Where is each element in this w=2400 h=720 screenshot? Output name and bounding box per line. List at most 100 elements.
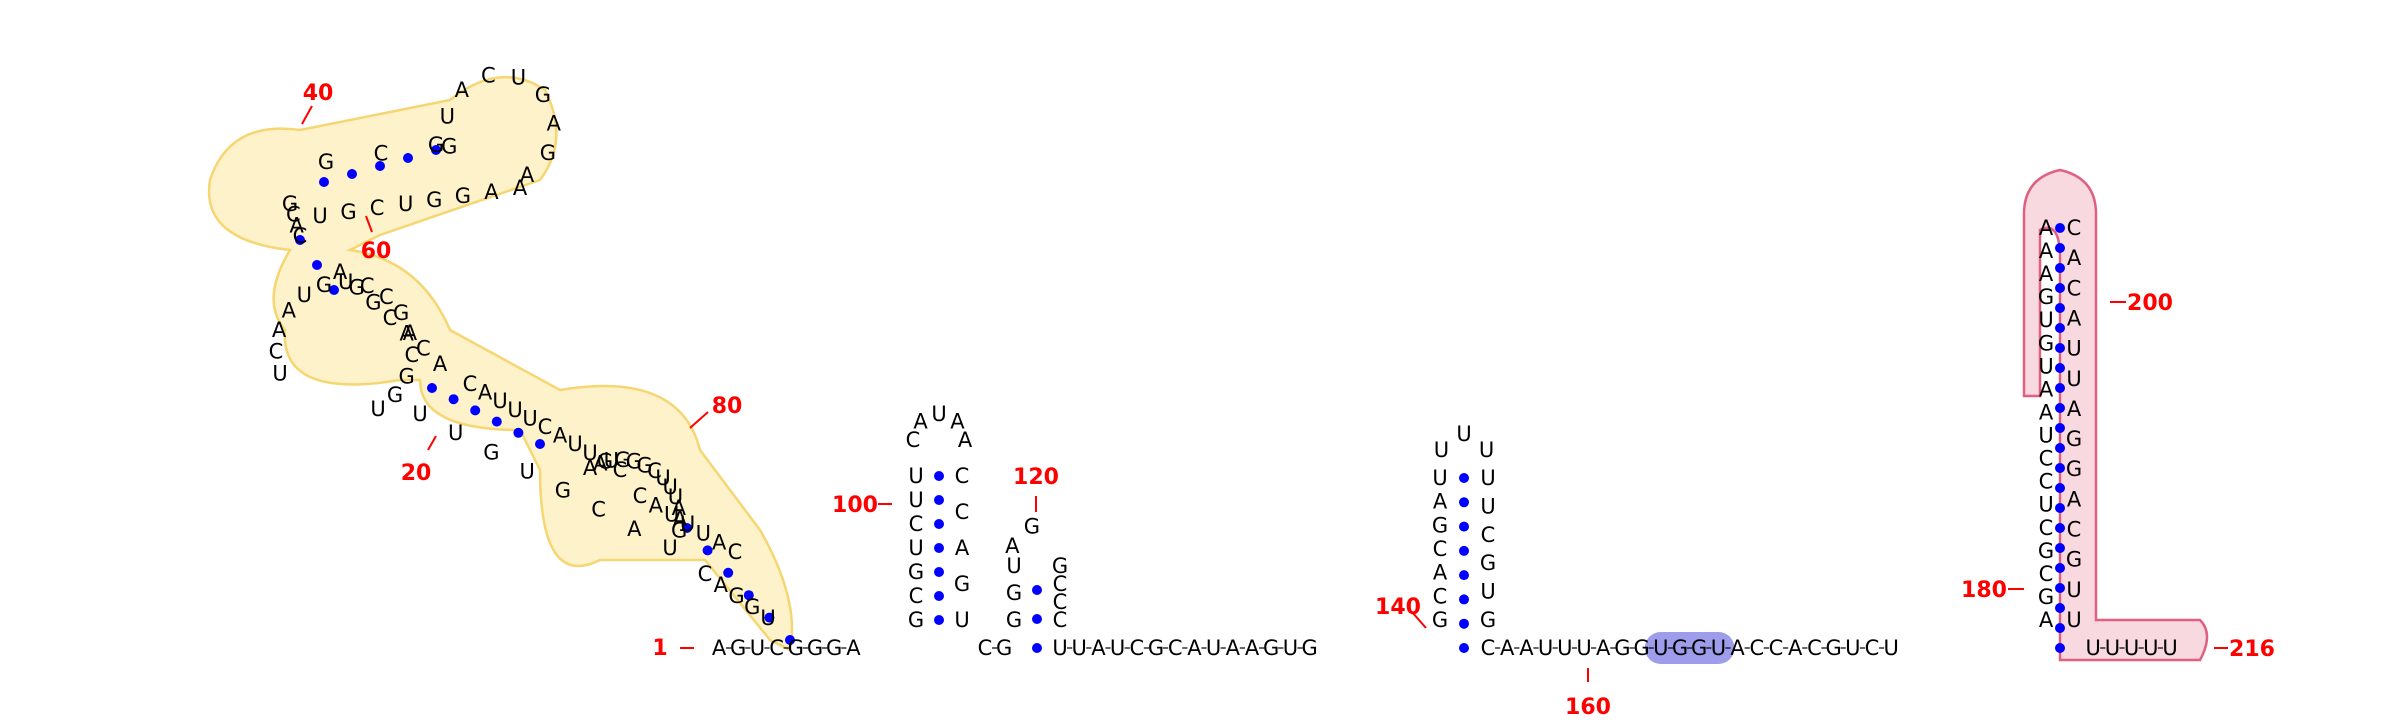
nucleotide: U: [1052, 636, 1067, 660]
base-pair-dot: [682, 523, 692, 533]
nucleotide: G: [826, 636, 842, 660]
base-pair-dot: [2055, 503, 2065, 513]
nucleotide: U: [1072, 636, 1087, 660]
nucleotide: C: [1749, 636, 1764, 660]
nucleotide: A: [627, 517, 642, 541]
nucleotide: C: [591, 498, 606, 522]
nucleotide: U: [954, 608, 969, 632]
base-pair-dot: [2055, 283, 2065, 293]
nucleotide: G: [483, 440, 499, 464]
nucleotide: U: [519, 459, 534, 483]
base-pair-dot: [2055, 523, 2065, 533]
nucleotide: A: [333, 260, 348, 284]
nucleotide: A: [1091, 636, 1106, 660]
nucleotide: A: [484, 180, 499, 204]
nucleotide: A: [2067, 246, 2082, 270]
nucleotide: A: [846, 636, 861, 660]
nucleotide: U: [760, 606, 775, 630]
nucleotide: A: [1245, 636, 1260, 660]
nucleotide: U: [2066, 337, 2081, 361]
nucleotide: U: [1653, 636, 1668, 660]
position-label-1: 1: [652, 636, 667, 661]
base-pair-dot: [1459, 643, 1469, 653]
nucleotide: U: [567, 432, 582, 456]
base-pair-dot: [2055, 223, 2065, 233]
position-label-20: 20: [401, 461, 432, 486]
nucleotide: G: [1432, 608, 1448, 632]
nucleotide: A: [2067, 306, 2082, 330]
nucleotide: G: [728, 584, 744, 608]
nucleotide: U: [412, 402, 427, 426]
base-pair-dot: [743, 590, 754, 601]
nucleotide: G: [2038, 539, 2054, 563]
nucleotide: U: [1480, 580, 1495, 604]
nucleotide: A: [714, 573, 729, 597]
base-pair-dot: [491, 416, 502, 427]
base-pair-dot: [934, 495, 944, 505]
base-pair-dot: [470, 405, 481, 416]
nucleotide: G: [1263, 636, 1279, 660]
nucleotide: C: [269, 340, 284, 364]
base-pair-dot: [427, 383, 437, 393]
nucleotide: C: [2067, 518, 2082, 542]
nucleotide: U: [1538, 636, 1553, 660]
nucleotide: A: [272, 318, 287, 342]
nucleotide: G: [1480, 551, 1496, 575]
base-pair-dot: [2055, 623, 2065, 633]
nucleotide: A: [583, 456, 598, 480]
nucleotide: C: [1769, 636, 1784, 660]
base-pair-dot: [1459, 473, 1469, 483]
base-pair-dot: [2055, 423, 2065, 433]
base-pair-dot: [1459, 497, 1469, 508]
nucleotide: C: [1865, 636, 1880, 660]
nucleotide: U: [696, 521, 711, 545]
nucleotide: U: [2105, 636, 2120, 660]
nucleotide: G: [387, 383, 403, 407]
nucleotide: U: [370, 397, 385, 421]
nucleotide: C: [633, 484, 648, 508]
nucleotide: A: [593, 451, 608, 475]
base-pair-dot: [295, 235, 305, 245]
nucleotide: G: [636, 453, 652, 477]
nucleotide: C: [2067, 216, 2082, 240]
nucleotide: C: [2039, 516, 2054, 540]
base-pair-dot: [1459, 618, 1469, 629]
nucleotide: U: [398, 192, 413, 216]
base-pair-dot: [934, 543, 944, 553]
nucleotide: G: [540, 141, 556, 165]
nucleotide: G: [393, 301, 409, 325]
nucleotide: G: [744, 595, 760, 619]
nucleotide: C: [769, 636, 784, 660]
nucleotide: G: [908, 608, 924, 632]
nucleotide: U: [908, 488, 923, 512]
nucleotide: C: [374, 142, 389, 166]
position-label-100: 100: [832, 493, 878, 518]
nucleotide: A: [433, 352, 448, 376]
nucleotide: G: [535, 83, 551, 107]
nucleotide: A: [455, 78, 470, 102]
nucleotide: A: [553, 424, 568, 448]
nucleotide: A: [2039, 400, 2054, 424]
nucleotide: U: [2066, 608, 2081, 632]
nucleotide: C: [1481, 523, 1496, 547]
nucleotide: U: [1557, 636, 1572, 660]
nucleotide: A: [950, 410, 965, 434]
nucleotide: C: [286, 203, 301, 227]
nucleotide: U: [604, 449, 619, 473]
nucleotide: C: [2039, 470, 2054, 494]
nucleotide: U: [2086, 636, 2101, 660]
nucleotide: C: [360, 274, 375, 298]
nucleotide: C: [538, 415, 553, 439]
base-pair-dot: [2055, 403, 2065, 413]
nucleotide: C: [1053, 590, 1068, 614]
nucleotide: U: [1711, 636, 1726, 660]
nucleotide: C: [2067, 276, 2082, 300]
nucleotide: G: [1633, 636, 1649, 660]
nucleotide: C: [728, 540, 743, 564]
base-pair-dot: [2055, 463, 2065, 473]
nucleotide: G: [1480, 608, 1496, 632]
nucleotide: G: [1672, 636, 1688, 660]
position-label-140: 140: [1375, 595, 1421, 620]
nucleotide: A: [282, 298, 297, 322]
